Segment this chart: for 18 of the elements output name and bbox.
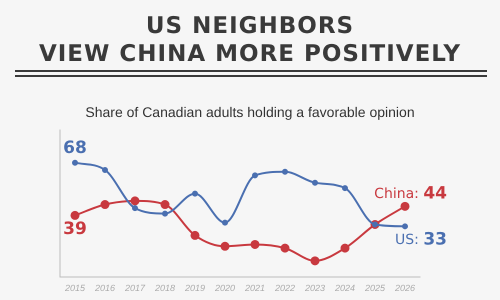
x-tick-label: 2020 [214,283,236,294]
x-tick-label: 2019 [184,283,206,294]
x-tick-label: 2022 [274,283,296,294]
x-tick-label: 2016 [94,283,116,294]
x-tick-label: 2024 [334,283,356,294]
x-tick-label: 2015 [64,283,86,294]
data-label: 68 [63,138,87,158]
x-tick-label: 2021 [244,283,266,294]
data-label: China: 44 [374,184,448,204]
x-tick-label: 2023 [304,283,326,294]
x-tick-label: 2018 [154,283,176,294]
x-tick-label: 2025 [364,283,386,294]
chart-subtitle: Share of Canadian adults holding a favorable opinion [84,104,416,120]
chart-title: US NEIGHBORS VIEW CHINA MORE POSITIVELY [38,12,462,68]
x-tick-label: 2026 [394,283,416,294]
data-label: 39 [63,218,87,239]
data-label: US: 33 [395,230,448,250]
x-tick-label: 2017 [124,283,146,294]
